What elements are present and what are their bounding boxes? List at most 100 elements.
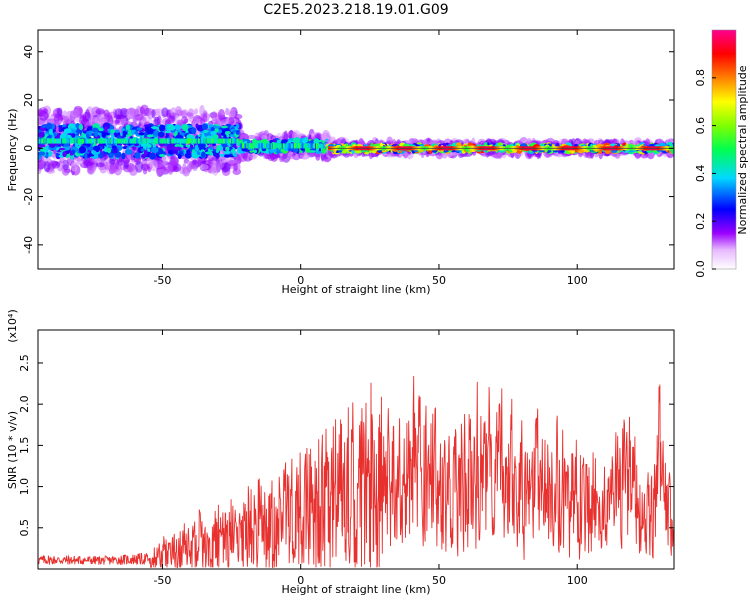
top-x-tick-label: -50 — [153, 274, 171, 287]
heatmap-cell — [229, 138, 232, 144]
heatmap-cell — [73, 107, 82, 117]
heatmap-cell — [45, 145, 49, 153]
heatmap-cell — [178, 138, 181, 144]
heatmap-cell — [215, 153, 220, 159]
heatmap-cell — [165, 131, 169, 138]
heatmap-cell — [149, 152, 156, 160]
heatmap-cell — [312, 143, 315, 149]
heatmap-cell — [315, 153, 321, 161]
bottom-x-tick-label: -50 — [153, 574, 171, 587]
heatmap-cell — [257, 143, 259, 149]
colorbar-label: Normalized spectral amplitude — [736, 65, 749, 234]
heatmap-cell — [107, 138, 109, 144]
heatmap-cell — [134, 152, 141, 159]
heatmap-cell — [169, 107, 178, 117]
heatmap-cell — [255, 143, 257, 149]
heatmap-cell — [241, 143, 244, 149]
heatmap-cell — [52, 138, 54, 144]
heatmap-cell — [70, 161, 78, 172]
heatmap-cell — [193, 116, 202, 123]
heatmap-cell — [296, 143, 298, 149]
heatmap-cell — [111, 138, 114, 144]
heatmap-cell — [101, 131, 107, 138]
heatmap-cell — [288, 143, 290, 149]
heatmap-cell — [143, 138, 146, 144]
heatmap-cell — [199, 105, 205, 117]
heatmap-cell — [157, 131, 165, 138]
heatmap-cell — [53, 138, 55, 144]
heatmap-cell — [266, 143, 268, 149]
heatmap-cell — [180, 138, 182, 144]
heatmap-cell — [161, 138, 163, 144]
heatmap-cell — [249, 143, 252, 149]
heatmap-cell — [239, 143, 242, 149]
heatmap-cell — [310, 143, 312, 149]
heatmap-cell — [45, 138, 48, 144]
heatmap-cell — [190, 138, 192, 144]
bottom-y-axis-label: SNR (10 * v/v) — [6, 411, 19, 489]
heatmap-cell — [260, 143, 263, 149]
heatmap-cell — [250, 143, 253, 149]
heatmap-cell — [79, 138, 82, 144]
heatmap-cell — [227, 138, 230, 144]
heatmap-cell — [281, 131, 288, 140]
heatmap-cell — [116, 138, 118, 144]
heatmap-cell — [114, 129, 120, 134]
heatmap-cell — [304, 143, 307, 149]
heatmap-cell — [144, 138, 147, 144]
heatmap-cell — [306, 143, 308, 149]
heatmap-cell — [171, 149, 179, 154]
heatmap-cell — [263, 143, 266, 149]
y-multiplier-label: (x10⁴) — [6, 309, 19, 343]
heatmap-cell — [183, 169, 189, 175]
heatmap-cell — [217, 109, 226, 121]
heatmap-cell — [122, 138, 125, 144]
heatmap-cell — [93, 145, 101, 151]
heatmap-cell — [128, 108, 138, 117]
bottom-x-tick-label: 50 — [432, 574, 446, 587]
heatmap-cell — [184, 138, 187, 144]
heatmap-cell — [47, 138, 50, 144]
colorbar-tick-label: 0.4 — [694, 165, 707, 183]
heatmap-cell — [132, 138, 135, 144]
heatmap-cell — [169, 138, 171, 144]
heatmap-cell — [38, 110, 49, 121]
heatmap-cell — [214, 128, 219, 133]
top-x-ticks: -50 0 50 100 — [153, 30, 588, 287]
heatmap-cell — [247, 134, 256, 140]
heatmap-cell — [136, 127, 143, 131]
heatmap-cell — [186, 112, 194, 117]
heatmap-cell — [48, 128, 53, 136]
heatmap-cell — [59, 138, 62, 144]
heatmap-cell — [159, 153, 166, 157]
heatmap-cell — [283, 143, 286, 149]
heatmap-cell — [48, 138, 51, 144]
heatmap-cell — [144, 126, 149, 131]
heatmap-cell — [154, 130, 158, 138]
heatmap-cell — [211, 163, 221, 174]
heatmap-cell — [127, 138, 129, 144]
heatmap-cell — [68, 138, 71, 144]
heatmap-cell — [201, 132, 205, 140]
heatmap-cell — [84, 153, 88, 160]
heatmap-cell — [287, 143, 289, 149]
heatmap-cell — [125, 124, 131, 131]
heatmap-cell — [171, 138, 173, 144]
heatmap-cell — [202, 138, 204, 144]
heatmap-cell — [271, 143, 274, 149]
heatmap-cell — [114, 119, 120, 125]
heatmap-cell — [109, 138, 112, 144]
heatmap-cell — [208, 138, 211, 144]
heatmap-cell — [256, 141, 262, 144]
bottom-x-tick-label: 0 — [297, 574, 304, 587]
heatmap-cell — [64, 138, 66, 144]
heatmap-cell — [221, 153, 225, 157]
bottom-y-tick-label: 2.5 — [18, 354, 31, 372]
heatmap-cell — [152, 138, 155, 144]
heatmap-cell — [133, 138, 136, 144]
heatmap-cell — [91, 116, 98, 122]
heatmap-cell — [220, 118, 231, 125]
heatmap-cell — [307, 143, 309, 149]
heatmap-cell — [201, 151, 206, 158]
heatmap-cell — [73, 138, 75, 144]
